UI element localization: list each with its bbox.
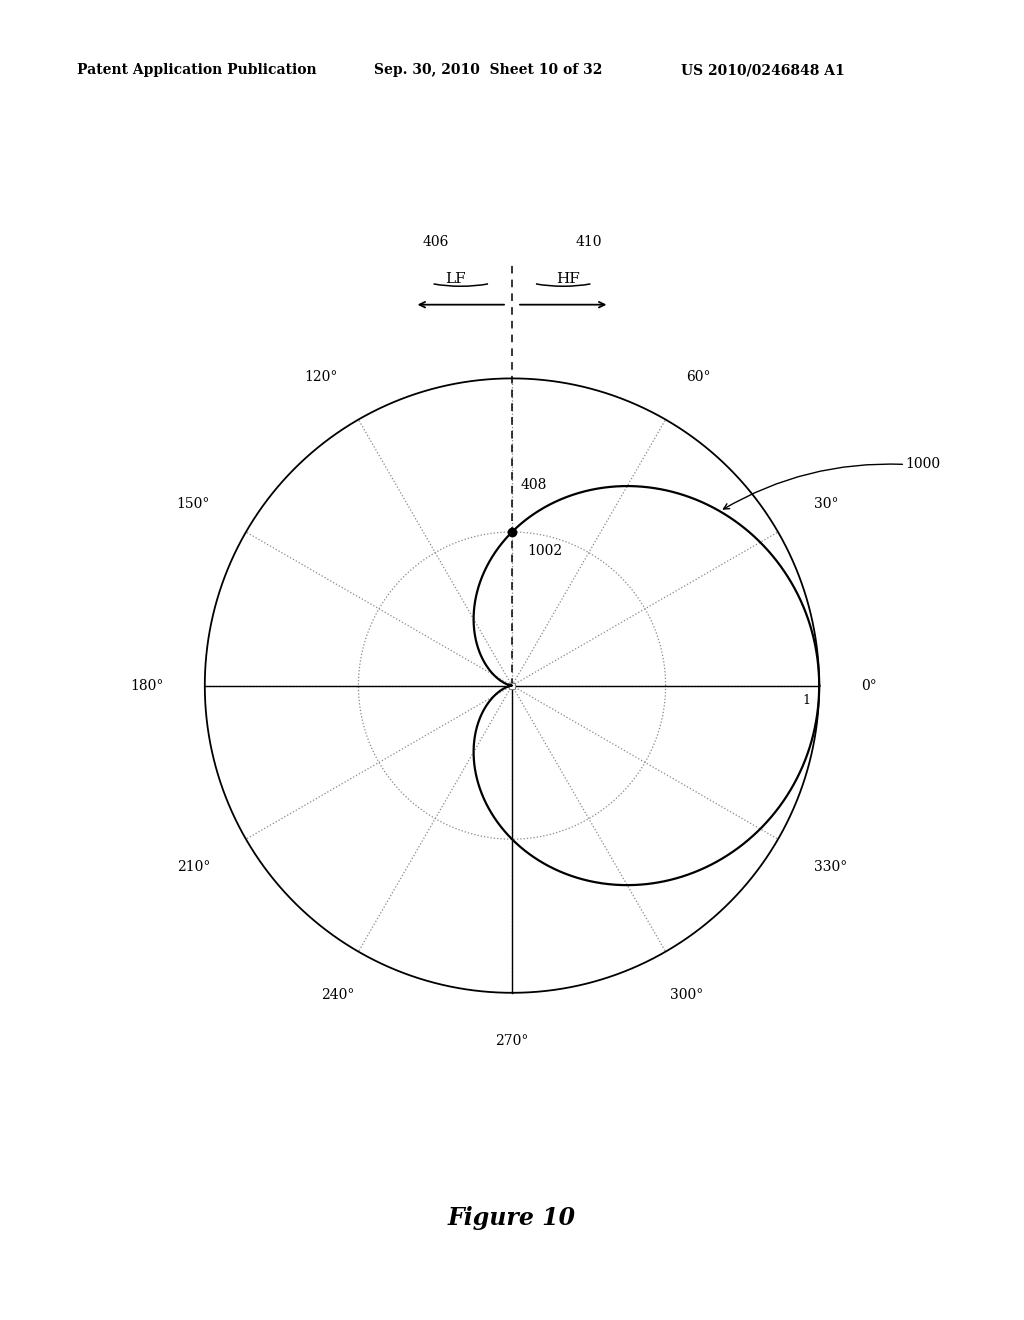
Text: 180°: 180°: [130, 678, 164, 693]
Text: Figure 10: Figure 10: [447, 1206, 577, 1230]
Text: 0°: 0°: [860, 678, 877, 693]
Text: 406: 406: [422, 235, 449, 249]
Text: 150°: 150°: [177, 498, 210, 511]
Text: 270°: 270°: [496, 1035, 528, 1048]
Text: 410: 410: [575, 235, 602, 249]
Text: 1002: 1002: [527, 544, 562, 558]
Text: Sep. 30, 2010  Sheet 10 of 32: Sep. 30, 2010 Sheet 10 of 32: [374, 63, 602, 78]
Text: HF: HF: [556, 272, 581, 286]
Text: 30°: 30°: [814, 498, 839, 511]
Text: 1000: 1000: [905, 458, 940, 471]
Text: 210°: 210°: [177, 859, 210, 874]
Text: 1: 1: [803, 694, 811, 706]
Text: 408: 408: [520, 478, 547, 492]
Text: 240°: 240°: [321, 987, 354, 1002]
Text: 300°: 300°: [670, 987, 702, 1002]
Text: 330°: 330°: [814, 859, 847, 874]
Text: US 2010/0246848 A1: US 2010/0246848 A1: [681, 63, 845, 78]
Text: 60°: 60°: [686, 370, 711, 384]
Text: Patent Application Publication: Patent Application Publication: [77, 63, 316, 78]
Text: LF: LF: [445, 272, 466, 286]
Text: 120°: 120°: [304, 370, 338, 384]
